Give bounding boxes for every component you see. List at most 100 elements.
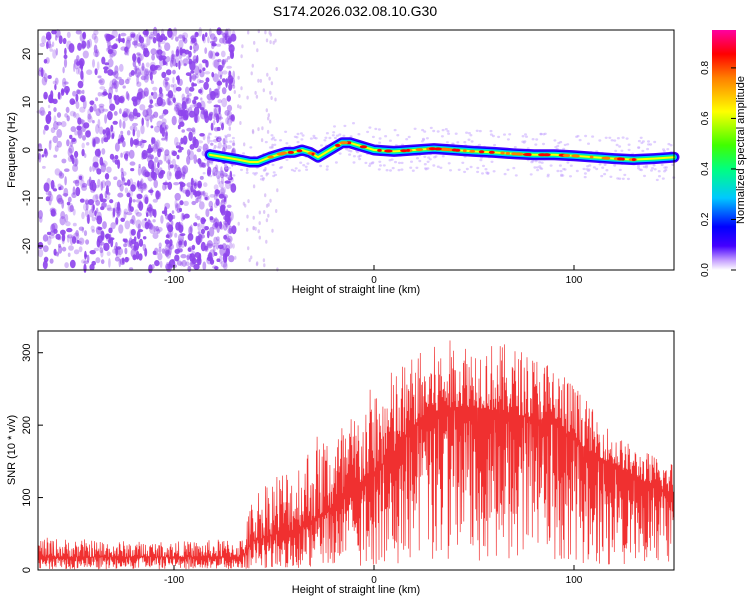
noise-blob: [152, 198, 158, 203]
noise-blob: [102, 129, 106, 135]
track-halo: [643, 174, 646, 178]
track-halo: [489, 129, 493, 133]
track-halo: [447, 162, 451, 165]
noise-speck: [269, 119, 272, 124]
noise-blob: [170, 226, 174, 231]
noise-blob: [53, 107, 57, 113]
noise-speck: [266, 129, 270, 134]
track-halo: [263, 168, 267, 172]
track-halo: [454, 132, 458, 135]
noise-blob: [92, 162, 96, 172]
noise-blob: [117, 248, 124, 255]
noise-blob: [150, 80, 154, 85]
noise-blob: [171, 150, 178, 157]
noise-blob: [175, 145, 182, 149]
noise-blob: [125, 151, 130, 157]
noise-blob: [43, 59, 48, 64]
signal-peak: [384, 149, 393, 153]
noise-blob: [112, 248, 117, 254]
noise-blob: [113, 176, 118, 180]
noise-blob: [145, 47, 149, 54]
noise-blob: [213, 144, 217, 149]
track-halo: [620, 149, 624, 152]
noise-blob: [218, 180, 224, 188]
noise-blob: [207, 134, 211, 145]
track-halo: [584, 134, 588, 138]
noise-blob: [230, 114, 235, 122]
signal-peak: [434, 147, 442, 151]
signal-peak: [462, 149, 467, 153]
noise-blob: [125, 78, 130, 85]
signal-peak: [339, 141, 349, 145]
snr-x-ticks: -100 0 100: [164, 565, 583, 586]
noise-blob: [39, 106, 45, 116]
noise-speck: [265, 108, 268, 113]
track-halo: [270, 134, 274, 137]
noise-blob: [54, 77, 59, 86]
noise-blob: [171, 115, 177, 126]
noise-blob: [105, 173, 109, 180]
noise-blob: [136, 91, 143, 101]
noise-blob: [105, 33, 112, 42]
noise-blob: [190, 177, 194, 186]
noise-blob: [165, 56, 171, 63]
noise-blob: [172, 83, 178, 93]
noise-blob: [164, 180, 168, 190]
noise-blob: [151, 137, 156, 145]
track-halo: [296, 140, 300, 144]
noise-blob: [117, 192, 124, 198]
noise-blob: [40, 67, 44, 78]
noise-blob: [109, 96, 112, 106]
noise-blob: [68, 245, 74, 251]
noise-blob: [195, 197, 199, 204]
track-halo: [400, 161, 404, 165]
noise-speck: [257, 229, 260, 234]
noise-blob: [126, 130, 131, 136]
noise-blob: [183, 63, 187, 67]
noise-blob: [45, 32, 51, 36]
track-halo: [224, 167, 228, 170]
noise-blob: [176, 208, 181, 214]
noise-blob: [118, 258, 122, 268]
noise-blob: [141, 117, 144, 126]
track-halo: [446, 130, 450, 133]
noise-blob: [95, 257, 101, 264]
noise-blob: [228, 126, 231, 131]
noise-blob: [92, 120, 95, 124]
track-halo: [301, 134, 305, 137]
noise-speck: [244, 203, 247, 208]
noise-blob: [161, 210, 166, 215]
track-halo: [297, 169, 301, 172]
noise-blob: [60, 88, 65, 96]
noise-blob: [97, 211, 102, 222]
noise-blob: [60, 229, 66, 235]
track-halo: [202, 172, 206, 175]
noise-blob: [200, 228, 205, 235]
noise-blob: [179, 142, 182, 146]
noise-blob: [214, 266, 219, 270]
track-halo: [347, 149, 351, 152]
noise-blob: [140, 124, 145, 135]
noise-speck: [265, 203, 269, 208]
noise-blob: [100, 249, 104, 258]
noise-blob: [197, 195, 202, 203]
noise-blob: [161, 112, 166, 117]
noise-blob: [134, 209, 139, 215]
track-halo: [605, 169, 609, 172]
track-halo: [521, 140, 525, 143]
noise-blob: [95, 193, 99, 200]
track-halo: [535, 138, 539, 141]
noise-blob: [122, 140, 126, 148]
noise-blob: [146, 118, 150, 128]
track-halo: [559, 140, 563, 144]
noise-blob: [83, 260, 89, 265]
track-halo: [513, 146, 517, 149]
track-halo: [563, 143, 567, 147]
track-halo: [663, 166, 667, 169]
noise-blob: [179, 233, 186, 237]
noise-blob: [144, 90, 149, 97]
noise-blob: [85, 200, 88, 205]
noise-blob: [195, 73, 199, 79]
noise-blob: [191, 82, 195, 87]
noise-blob: [226, 145, 232, 150]
